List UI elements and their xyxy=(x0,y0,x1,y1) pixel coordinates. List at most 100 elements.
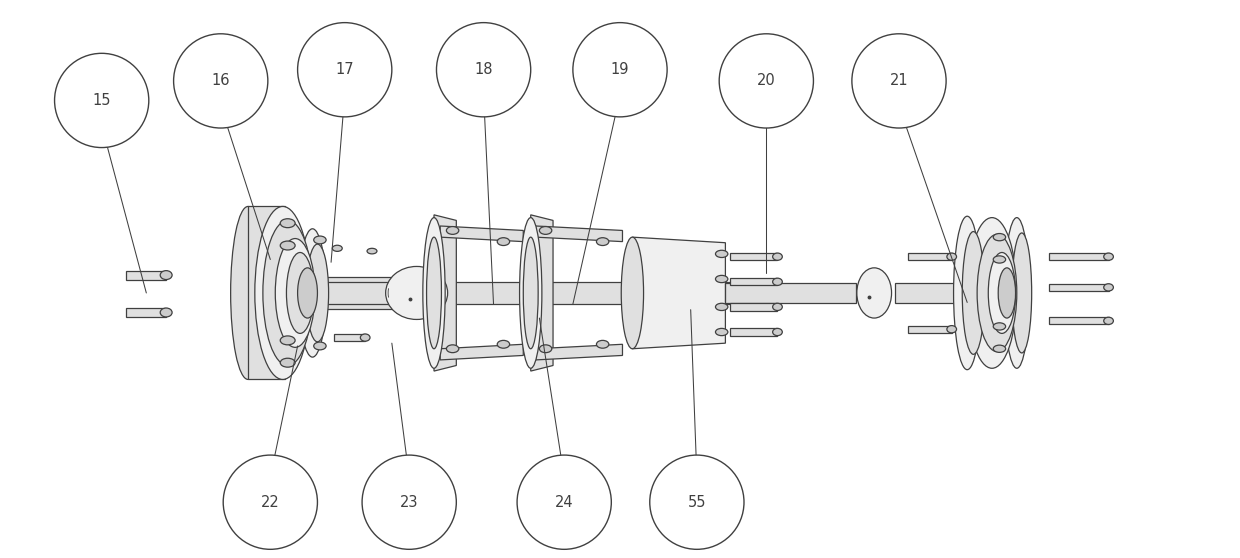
Polygon shape xyxy=(126,271,166,280)
Polygon shape xyxy=(730,304,777,310)
Text: 17: 17 xyxy=(335,62,355,77)
Ellipse shape xyxy=(988,252,1016,333)
Ellipse shape xyxy=(715,275,728,282)
Ellipse shape xyxy=(1104,283,1114,291)
Ellipse shape xyxy=(263,220,312,365)
Ellipse shape xyxy=(314,342,326,350)
Ellipse shape xyxy=(773,278,782,286)
Ellipse shape xyxy=(436,23,531,117)
Polygon shape xyxy=(440,344,523,360)
Ellipse shape xyxy=(497,238,510,246)
Ellipse shape xyxy=(715,304,728,311)
Ellipse shape xyxy=(857,268,892,318)
Ellipse shape xyxy=(332,246,342,252)
Polygon shape xyxy=(1049,317,1109,325)
Ellipse shape xyxy=(993,256,1006,263)
Ellipse shape xyxy=(223,455,317,549)
Ellipse shape xyxy=(523,237,538,349)
Ellipse shape xyxy=(1004,218,1029,368)
Ellipse shape xyxy=(497,340,510,348)
Ellipse shape xyxy=(362,455,456,549)
Ellipse shape xyxy=(773,328,782,336)
Ellipse shape xyxy=(275,238,315,347)
Ellipse shape xyxy=(55,54,149,147)
Text: 15: 15 xyxy=(93,93,110,108)
Ellipse shape xyxy=(977,234,1017,352)
Polygon shape xyxy=(126,308,166,317)
Polygon shape xyxy=(531,215,553,371)
Ellipse shape xyxy=(993,345,1006,353)
Ellipse shape xyxy=(160,271,172,280)
Text: 21: 21 xyxy=(889,74,909,88)
Polygon shape xyxy=(320,277,397,309)
Polygon shape xyxy=(536,344,622,360)
Text: 23: 23 xyxy=(401,495,418,509)
Ellipse shape xyxy=(280,336,295,345)
Ellipse shape xyxy=(255,206,310,379)
Polygon shape xyxy=(730,328,777,336)
Ellipse shape xyxy=(539,345,552,353)
Ellipse shape xyxy=(299,229,326,357)
Text: 22: 22 xyxy=(260,495,280,509)
Polygon shape xyxy=(895,283,961,303)
Ellipse shape xyxy=(423,218,445,368)
Ellipse shape xyxy=(1104,317,1114,325)
Ellipse shape xyxy=(298,268,317,318)
Ellipse shape xyxy=(1012,233,1032,353)
Ellipse shape xyxy=(573,23,667,117)
Ellipse shape xyxy=(367,248,377,254)
Ellipse shape xyxy=(427,237,441,349)
Ellipse shape xyxy=(596,238,609,246)
Polygon shape xyxy=(1049,283,1109,291)
Ellipse shape xyxy=(596,340,609,348)
Polygon shape xyxy=(730,278,777,286)
Polygon shape xyxy=(440,226,523,242)
Ellipse shape xyxy=(993,323,1006,330)
Ellipse shape xyxy=(947,326,956,333)
Ellipse shape xyxy=(947,253,956,260)
Ellipse shape xyxy=(361,334,370,341)
Ellipse shape xyxy=(967,218,1017,368)
Text: 20: 20 xyxy=(756,74,776,88)
Polygon shape xyxy=(1049,253,1109,260)
Ellipse shape xyxy=(280,241,295,250)
Polygon shape xyxy=(908,326,952,333)
Ellipse shape xyxy=(650,455,744,549)
Ellipse shape xyxy=(280,358,295,367)
Ellipse shape xyxy=(298,23,392,117)
Ellipse shape xyxy=(306,244,329,341)
Text: 16: 16 xyxy=(212,74,229,88)
Ellipse shape xyxy=(773,253,782,260)
Ellipse shape xyxy=(160,308,172,317)
Ellipse shape xyxy=(715,250,728,258)
Ellipse shape xyxy=(715,328,728,336)
Ellipse shape xyxy=(993,234,1006,241)
Ellipse shape xyxy=(280,219,295,228)
Ellipse shape xyxy=(852,34,946,128)
Text: 18: 18 xyxy=(475,62,492,77)
Ellipse shape xyxy=(520,218,542,368)
Ellipse shape xyxy=(719,34,813,128)
Ellipse shape xyxy=(773,304,782,311)
Polygon shape xyxy=(730,253,777,260)
Polygon shape xyxy=(334,334,365,341)
Ellipse shape xyxy=(1104,253,1114,260)
Ellipse shape xyxy=(517,455,611,549)
Ellipse shape xyxy=(388,277,405,309)
Ellipse shape xyxy=(446,345,459,353)
Text: 24: 24 xyxy=(554,495,574,509)
Ellipse shape xyxy=(386,267,448,319)
Polygon shape xyxy=(434,215,456,371)
Ellipse shape xyxy=(286,252,314,333)
Ellipse shape xyxy=(621,237,644,349)
Text: 19: 19 xyxy=(611,62,629,77)
Polygon shape xyxy=(725,283,856,303)
Polygon shape xyxy=(248,206,285,379)
Ellipse shape xyxy=(314,236,326,244)
Polygon shape xyxy=(536,226,622,242)
Ellipse shape xyxy=(954,216,981,370)
Ellipse shape xyxy=(962,232,985,354)
Polygon shape xyxy=(320,282,744,304)
Ellipse shape xyxy=(539,227,552,234)
Ellipse shape xyxy=(998,268,1016,318)
